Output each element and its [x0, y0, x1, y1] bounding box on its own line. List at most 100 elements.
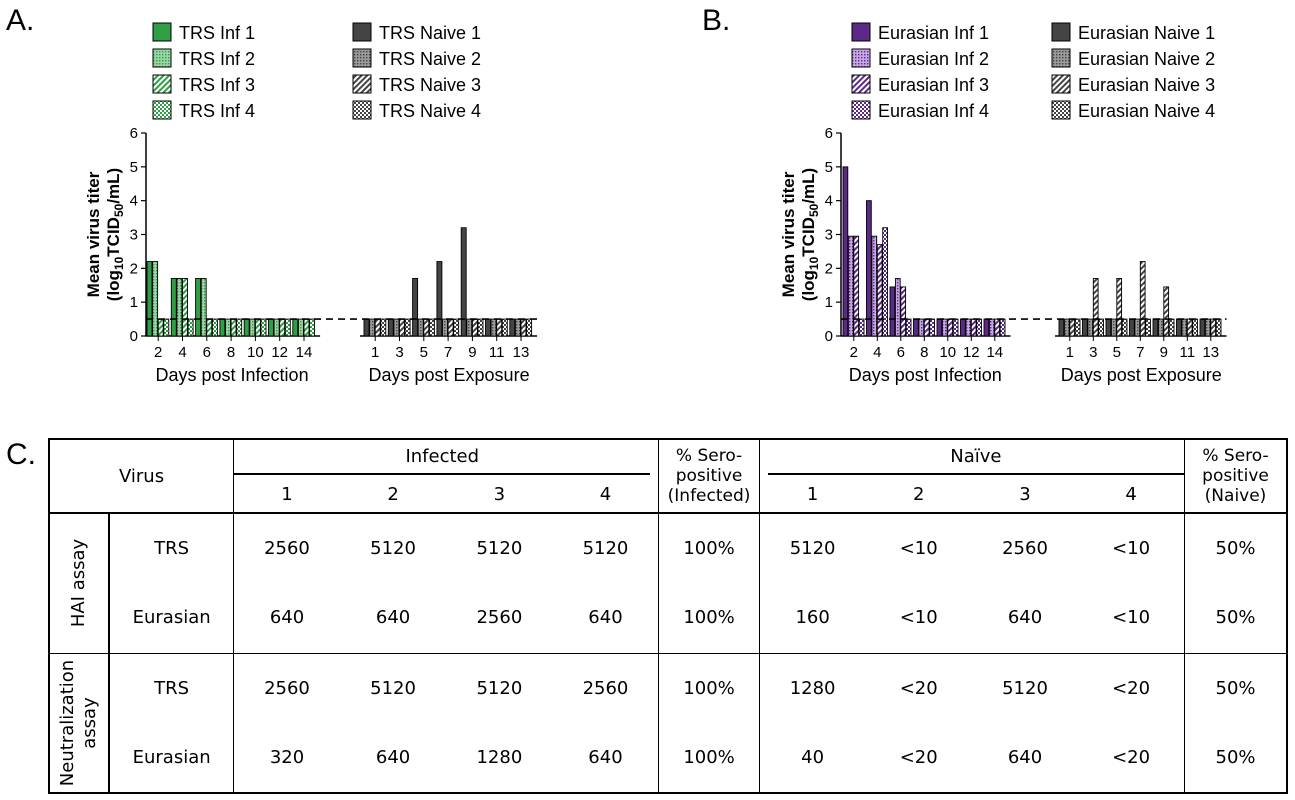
bar-naive-s4-c3: [1098, 318, 1104, 337]
bar-inf-s3-c10: [947, 318, 954, 337]
y-axis-label-line-1: Mean virus titer: [84, 171, 103, 297]
bar-naive-s3-c11: [1186, 318, 1193, 337]
bar-naive-s3-c13: [1210, 318, 1217, 337]
seropositive-cell: 100%: [658, 583, 760, 653]
bar-inf-s1-c2: [146, 261, 153, 337]
bar-inf-s1-c6: [889, 286, 896, 337]
bar-naive-s1-c1: [1058, 318, 1065, 337]
bar-naive-s1-c5: [412, 278, 419, 337]
legend-swatch-inf-1: [851, 22, 871, 42]
titer-cell: <20: [899, 747, 938, 768]
x-tick-label-naive: 3: [1089, 344, 1097, 361]
bar-inf-s2-c8: [225, 318, 231, 337]
titer-cell: 640: [552, 583, 660, 653]
seropositive-cell: 100%: [658, 723, 760, 793]
infected-animal-1: 1: [281, 484, 293, 505]
x-tick-label-naive: 5: [1113, 344, 1121, 361]
bar-naive-s1-c9: [1152, 318, 1159, 337]
bar-inf-s4-c8: [236, 318, 243, 337]
bar-inf-s1-c10: [936, 318, 943, 337]
bar-naive-s3-c11: [496, 318, 503, 337]
bar-naive-s3-c9: [471, 318, 478, 337]
bar-naive-s2-c11: [1181, 318, 1188, 337]
virus-cell: TRS: [109, 653, 235, 723]
bar-inf-s1-c10: [243, 318, 250, 337]
legend-label-inf-2: TRS Inf 2: [179, 49, 255, 69]
x-tick-label-inf: 4: [873, 344, 881, 361]
bar-inf-s3-c4: [876, 244, 883, 337]
titer-cell: 5120: [1002, 677, 1048, 699]
x-tick-label-naive: 3: [395, 344, 403, 361]
bar-naive-s3-c13: [520, 318, 527, 337]
panel-label-c: C.: [6, 438, 36, 471]
y-tick-label: 0: [825, 328, 833, 345]
bar-naive-s1-c5: [1105, 318, 1112, 337]
sero-naive-line-3: (Naive): [1204, 486, 1267, 506]
bar-naive-s1-c11: [1176, 318, 1182, 337]
y-tick-label: 5: [825, 159, 833, 176]
bar-naive-s4-c3: [404, 318, 411, 337]
bar-inf-s1-c4: [170, 278, 177, 337]
x-tick-label-inf: 8: [920, 344, 928, 361]
y-tick-label: 4: [130, 193, 138, 210]
bar-inf-s2-c10: [941, 318, 948, 337]
bar-naive-s4-c13: [1215, 318, 1222, 337]
y-tick-label: 3: [825, 227, 833, 244]
bar-naive-s4-c1: [380, 318, 387, 337]
titer-cell: 5120: [789, 538, 836, 559]
bar-inf-s2-c6: [200, 278, 207, 337]
titer-cell: 2560: [264, 538, 310, 559]
bar-inf-s2-c6: [894, 278, 901, 337]
x-axis-label-inf: Days post Infection: [156, 365, 309, 385]
bar-naive-s2-c7: [1134, 318, 1141, 337]
bar-inf-s3-c2: [853, 235, 860, 337]
infected-header: Infected: [234, 446, 651, 475]
naive-animal-4: 4: [1078, 477, 1186, 513]
bar-naive-s1-c3: [1082, 318, 1088, 337]
legend-swatch-naive-3: [1051, 74, 1071, 94]
bar-naive-s2-c9: [1157, 318, 1164, 337]
legend-swatch-inf-2: [851, 48, 871, 68]
sero-naive-header: % Sero- positive (Naive): [1185, 439, 1287, 513]
x-tick-label-inf: 2: [154, 344, 162, 361]
titer-cell: 2560: [264, 677, 310, 699]
titer-cell: 5120: [476, 538, 523, 559]
naive-group-header: Naïve: [759, 439, 1186, 477]
x-tick-label-naive: 11: [489, 344, 505, 361]
naive-header: Naïve: [767, 446, 1185, 475]
x-tick-label-inf: 14: [986, 344, 1003, 361]
bar-inf-s1-c4: [866, 200, 872, 337]
titer-cell: 640: [375, 607, 411, 629]
bar-naive-s3-c3: [1092, 278, 1099, 337]
x-tick-label-naive: 7: [444, 344, 452, 361]
virus-cell: Eurasian: [109, 583, 235, 653]
legend-label-naive-2: Eurasian Naive 2: [1078, 49, 1215, 69]
bar-naive-s2-c5: [1110, 318, 1117, 337]
x-tick-label-naive: 13: [513, 344, 530, 361]
legend-swatch-naive-4: [352, 100, 372, 120]
serology-table: Virus Infected % Sero- positive (Infecte…: [48, 438, 1288, 794]
bar-naive-s3-c3: [399, 318, 405, 337]
bar-naive-s1-c13: [509, 318, 516, 337]
bar-inf-s2-c14: [297, 318, 304, 337]
x-tick-label-inf: 6: [897, 344, 905, 361]
legend-swatch-naive-1: [1051, 22, 1071, 42]
bar-inf-s4-c14: [309, 318, 316, 337]
x-tick-label-naive: 11: [1180, 344, 1196, 361]
bar-inf-s2-c14: [988, 318, 995, 337]
bar-naive-s2-c5: [417, 318, 424, 337]
bar-inf-s1-c8: [219, 318, 226, 337]
bar-inf-s3-c12: [279, 318, 286, 337]
legend-label-inf-3: TRS Inf 3: [179, 75, 255, 95]
x-tick-label-naive: 1: [371, 344, 379, 361]
naive-animal-3: 3: [1019, 484, 1031, 505]
bar-naive-s1-c3: [387, 318, 394, 337]
sero-infected-line-3: (Infected): [667, 486, 751, 506]
bar-naive-s4-c1: [1074, 318, 1081, 337]
assay-label-cell: Neutralization assay: [49, 653, 111, 793]
titer-cell: <20: [1078, 723, 1186, 793]
y-tick-label: 2: [825, 260, 833, 277]
bar-inf-s1-c12: [960, 318, 966, 337]
titer-cell: 5120: [552, 513, 660, 583]
y-axis-label-line-2: (log10TCID50/mL): [799, 168, 821, 301]
